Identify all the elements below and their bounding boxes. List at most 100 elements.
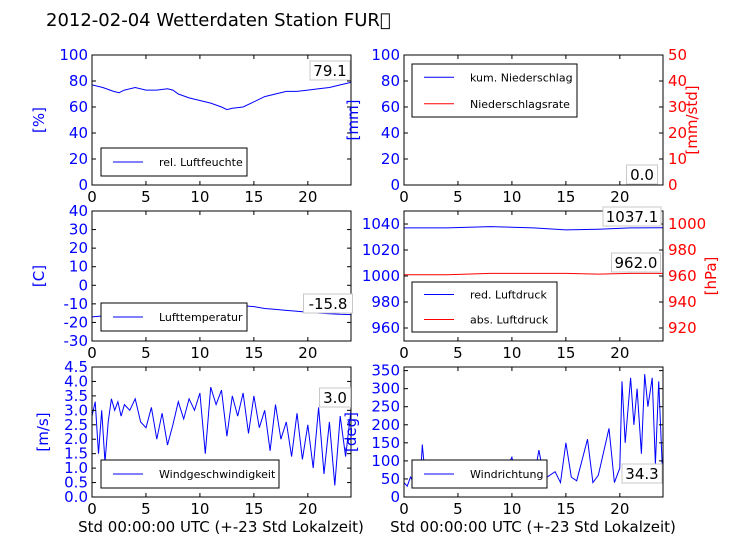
series-line-pressure-1: [404, 272, 663, 276]
y-axis-label-winddirection: [deg]: [342, 412, 360, 452]
y-axis-label-right-precipitation: [mm/std]: [683, 85, 701, 154]
y-tick-label-pressure: 960: [371, 319, 400, 337]
x-tick-label-winddirection: 15: [556, 500, 575, 518]
y-tick-label-windspeed: 2.5: [64, 416, 88, 434]
series-line-windspeed-0: [92, 387, 351, 486]
y-tick-label-windspeed: 2.0: [64, 430, 88, 448]
legend-label-pressure-0: red. Luftdruck: [470, 289, 547, 302]
y-tick-label-winddirection: 100: [371, 452, 400, 470]
annotation-label-winddirection: 34.3: [625, 465, 658, 483]
x-tick-label-precipitation: 0: [399, 188, 409, 206]
annotation-box-temperature: [303, 293, 353, 314]
x-tick-label-winddirection: 5: [453, 500, 463, 518]
y-tick-label-humidity: 100: [59, 46, 88, 64]
y-tick-label-precipitation: 60: [381, 98, 400, 116]
x-axis-label-right: Std 00:00:00 UTC (+-23 Std Lokalzeit): [390, 518, 676, 536]
legend-label-pressure-1: abs. Luftdruck: [470, 314, 549, 327]
y-tick-label-windspeed: 0.0: [64, 488, 88, 506]
plot-frame-winddirection: [403, 366, 664, 498]
x-tick-label-pressure: 10: [502, 344, 521, 362]
y-axis-label-windspeed: [m/s]: [34, 412, 52, 451]
annotation-box-pressure: [602, 206, 662, 227]
x-tick-label-humidity: 20: [298, 188, 317, 206]
y-axis-label-temperature: [C]: [30, 265, 48, 287]
plot-frame-temperature: [91, 210, 352, 342]
x-tick-label-winddirection: 0: [399, 500, 409, 518]
panel-windspeed: 0 5 10 15 200.00.51.01.52.02.53.03.54.04.5[m…: [34, 358, 352, 518]
x-tick-label-temperature: 20: [298, 344, 317, 362]
y-tick-label-windspeed: 1.0: [64, 459, 88, 477]
x-axis-label-left: Std 00:00:00 UTC (+-23 Std Lokalzeit): [78, 518, 364, 536]
y-tick-label-temperature: -30: [64, 332, 89, 350]
y-tick-label-pressure: 1000: [362, 267, 400, 285]
series-line-humidity-0: [92, 81, 351, 111]
x-tick-label-windspeed: 0: [87, 500, 97, 518]
annotation-label-temperature: -15.8: [309, 295, 348, 313]
panel-temperature: 0 5 10 15 20-30-20-10010203040[C]Lufttempera…: [30, 202, 353, 362]
x-tick-label-humidity: 15: [244, 188, 263, 206]
x-tick-label-pressure: 20: [610, 344, 629, 362]
y-tick-label-winddirection: 0: [390, 488, 400, 506]
y-tick-label-temperature: 30: [69, 221, 88, 239]
panel-humidity: 0 5 10 15 20 0 20 40 60 80 100 [%] rel. Luftfeuchte 7…: [30, 46, 352, 206]
y-tick-label-pressure: 1040: [362, 215, 400, 233]
y-tick-label-right-pressure: 980: [668, 241, 697, 259]
y-tick-label-winddirection: 200: [371, 416, 400, 434]
x-tick-label-precipitation: 20: [610, 188, 629, 206]
x-tick-label-precipitation: 15: [556, 188, 575, 206]
y-tick-label-winddirection: 50: [381, 470, 400, 488]
y-tick-label-windspeed: 1.5: [64, 445, 88, 463]
annotation-label-pressure: 962.0: [615, 254, 658, 272]
y-tick-label-winddirection: 300: [371, 380, 400, 398]
y-axis-label-precipitation: [mm]: [344, 100, 362, 141]
x-tick-label-temperature: 5: [141, 344, 151, 362]
annotation-box-pressure: [611, 252, 661, 273]
y-tick-label-precipitation: 100: [371, 46, 400, 64]
x-tick-label-precipitation: 10: [502, 188, 521, 206]
y-tick-label-right-precipitation: 10: [668, 150, 687, 168]
x-tick-label-windspeed: 20: [298, 500, 317, 518]
y-tick-label-right-precipitation: 50: [668, 46, 687, 64]
x-tick-label-humidity: 10: [190, 188, 209, 206]
y-tick-label-winddirection: 350: [371, 362, 400, 380]
y-axis-label-right-pressure: [hPa]: [702, 257, 720, 296]
y-axis-label-humidity: [%]: [30, 107, 48, 133]
x-tick-label-winddirection: 10: [502, 500, 521, 518]
plot-frame-humidity: [91, 54, 352, 186]
y-tick-label-temperature: 40: [69, 202, 88, 220]
y-tick-label-winddirection: 150: [371, 434, 400, 452]
x-tick-label-humidity: 5: [141, 188, 151, 206]
y-tick-label-precipitation: 40: [381, 124, 400, 142]
x-tick-label-windspeed: 5: [141, 500, 151, 518]
y-tick-label-temperature: 0: [78, 276, 88, 294]
x-tick-label-temperature: 0: [87, 344, 97, 362]
x-tick-label-temperature: 15: [244, 344, 263, 362]
legend-label-temperature-0: Lufttemperatur: [159, 311, 243, 324]
y-tick-label-precipitation: 0: [390, 176, 400, 194]
annotation-label-pressure: 1037.1: [606, 208, 659, 226]
plot-frame-windspeed: [91, 366, 352, 498]
x-tick-label-pressure: 0: [399, 344, 409, 362]
y-tick-label-winddirection: 250: [371, 398, 400, 416]
panel-winddirection: 0 5 10 15 20050100150200250300350[deg]Windri…: [342, 362, 664, 518]
series-line-pressure-0: [404, 226, 663, 231]
y-tick-label-right-precipitation: 0: [668, 176, 678, 194]
x-tick-label-precipitation: 5: [453, 188, 463, 206]
annotation-box-winddirection: [621, 463, 663, 484]
legend-label-precipitation-0: kum. Niederschlag: [470, 71, 573, 84]
panel-precipitation: 0 5 10 15 20 0 20 40 60 80 100 0 10 20 30 40 50 [mm] [mm/s…: [344, 46, 701, 206]
y-tick-label-temperature: -10: [64, 295, 89, 313]
x-tick-label-humidity: 0: [87, 188, 97, 206]
y-tick-label-right-precipitation: 30: [668, 98, 687, 116]
y-tick-label-precipitation: 80: [381, 72, 400, 90]
y-tick-label-right-pressure: 940: [668, 293, 697, 311]
y-tick-label-right-precipitation: 40: [668, 72, 687, 90]
y-tick-label-right-precipitation: 20: [668, 124, 687, 142]
y-tick-label-humidity: 0: [78, 176, 88, 194]
y-tick-label-temperature: 10: [69, 258, 88, 276]
legend-label-precipitation-1: Niederschlagsrate: [470, 98, 570, 111]
y-tick-label-right-pressure: 960: [668, 267, 697, 285]
y-tick-label-right-pressure: 1000: [668, 215, 706, 233]
y-tick-label-windspeed: 3.5: [64, 387, 88, 405]
